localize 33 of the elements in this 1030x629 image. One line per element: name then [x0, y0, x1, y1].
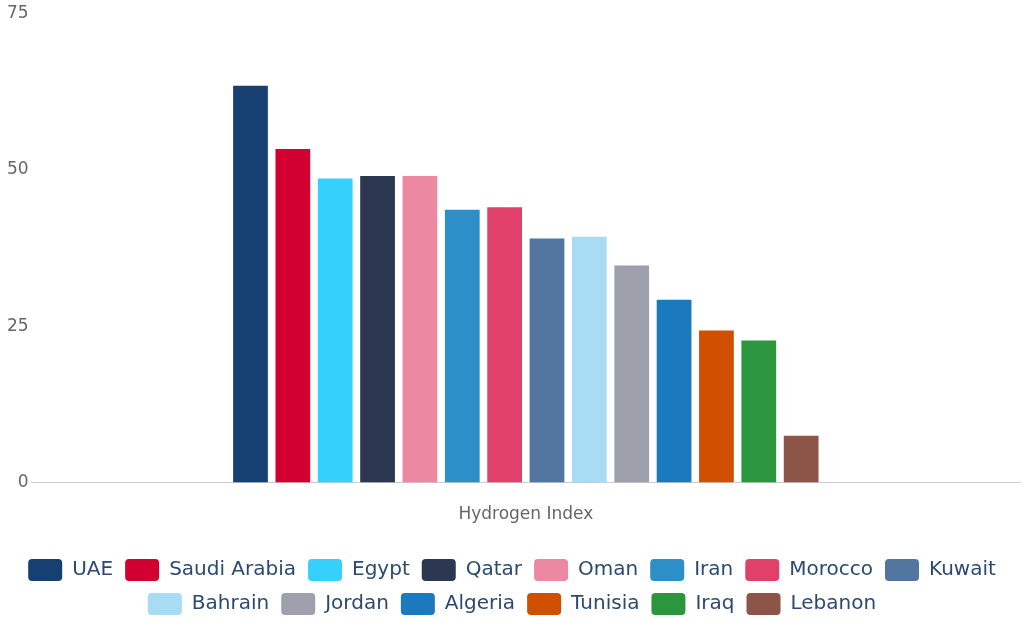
y-tick-label: 25 — [6, 314, 29, 335]
legend-label: Egypt — [352, 556, 410, 581]
legend-label: Saudi Arabia — [169, 556, 297, 581]
bar — [233, 85, 268, 483]
bar — [444, 209, 480, 483]
bar — [656, 299, 692, 483]
legend-label: Lebanon — [790, 590, 877, 615]
bar — [487, 207, 522, 483]
legend-label: Iran — [694, 556, 734, 581]
bar — [402, 175, 438, 483]
legend-label: Algeria — [444, 590, 516, 615]
bar — [783, 435, 819, 483]
legend-label: Qatar — [465, 556, 523, 581]
legend-label: Iraq — [695, 590, 735, 615]
legend-label: Bahrain — [191, 590, 270, 615]
bar — [571, 236, 607, 483]
y-tick-label: 75 — [6, 1, 29, 22]
bar — [360, 175, 395, 483]
bar — [614, 265, 650, 483]
legend-label: Oman — [578, 556, 639, 581]
legend-label: Morocco — [789, 556, 874, 581]
x-tick-label: Hydrogen Index — [458, 503, 594, 524]
bar — [275, 149, 311, 483]
bar — [741, 340, 777, 483]
bar — [317, 178, 353, 483]
y-tick-label: 0 — [17, 471, 29, 492]
bar — [529, 238, 565, 483]
legend-label: Jordan — [323, 590, 389, 615]
y-tick-label: 50 — [6, 158, 29, 179]
legend-label: Tunisia — [570, 590, 640, 615]
legend-label: Kuwait — [929, 556, 996, 581]
bar — [699, 330, 734, 483]
legend-label: UAE — [72, 556, 114, 581]
